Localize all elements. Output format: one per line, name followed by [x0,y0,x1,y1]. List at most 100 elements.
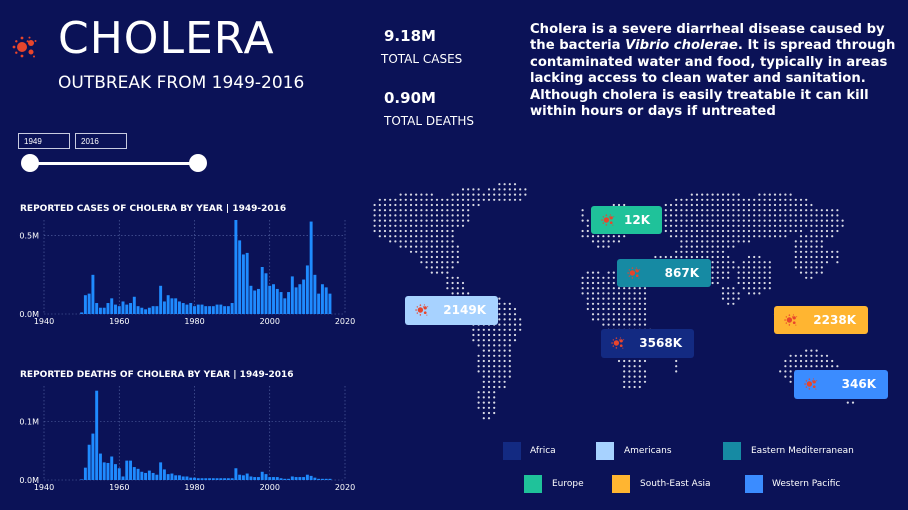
map-dot [430,219,433,222]
map-dot [612,292,615,295]
legend-label-africa: Africa [530,446,556,456]
bar [83,295,87,314]
map-dot [799,224,803,227]
map-dot [742,240,745,243]
legend-label-europe: Europe [552,479,584,489]
map-dot [732,261,735,264]
map-dot [711,219,714,222]
year-slider-track[interactable] [30,162,198,165]
map-dot [623,307,626,311]
bar [317,293,321,314]
map-dot [597,276,600,279]
map-dot [784,365,787,368]
map-dot [441,229,444,233]
map-dot [758,261,761,264]
map-dot [399,203,402,207]
map-dot [716,198,719,201]
map-dot [633,370,636,373]
map-dot [805,219,808,222]
map-dot [430,271,433,274]
map-dot [493,411,496,415]
bar [234,220,238,314]
map-dot [685,224,688,227]
start-year-input[interactable]: 1949 [18,133,70,149]
map-dot [810,365,813,368]
map-dot [810,261,813,264]
legend-label-south-east-asia: South-East Asia [640,479,711,489]
map-dot [482,406,485,409]
map-dot [701,245,704,248]
map-dot [389,198,392,201]
map-dot [602,307,605,311]
map-dot [451,261,454,264]
map-dot [810,266,813,269]
map-dot [805,255,808,259]
map-dot [493,385,496,389]
map-dot [399,235,402,238]
end-year-input[interactable]: 2016 [75,133,127,149]
bubble-eastern-mediterranean[interactable]: 867K [617,259,711,287]
map-dot [498,313,501,316]
map-dot [430,240,433,243]
map-dot [784,219,787,222]
map-dot [758,224,761,227]
map-dot [763,229,766,233]
map-dot [727,276,730,279]
bubble-americans[interactable]: 2149K [405,296,498,325]
bar [241,475,245,480]
map-dot [669,224,673,227]
map-dot [467,214,470,217]
map-dot [451,203,454,207]
map-dot [591,318,595,321]
map-dot [482,339,485,342]
map-dot [378,209,381,212]
x-tick-label: 1980 [184,317,204,326]
map-dot [612,271,615,274]
map-dot [831,229,834,233]
map-dot [664,203,667,207]
map-dot [425,250,428,253]
map-dot [695,203,699,207]
map-dot [690,240,693,243]
year-slider-start-handle[interactable] [21,154,39,172]
bubble-south-east-asia[interactable]: 2238K [774,306,868,334]
map-dot [779,198,782,201]
map-dot [727,219,730,222]
bubble-western-pacific[interactable]: 346K [794,370,888,399]
bar [223,306,227,314]
map-dot [503,318,506,321]
map-dot [607,292,610,295]
map-dot [628,375,631,378]
map-dot [623,318,626,321]
map-dot [461,224,465,227]
map-dot [508,323,511,326]
map-dot [597,307,600,311]
map-dot [742,271,745,274]
map-dot [794,209,797,212]
map-dot [446,235,449,238]
bar [279,292,283,314]
bubble-africa[interactable]: 3568K [601,329,694,358]
map-dot [487,188,491,191]
map-dot [591,287,595,290]
bubble-europe[interactable]: 12K [591,206,662,234]
map-dot [628,313,631,316]
map-dot [711,240,714,243]
map-dot [753,224,756,227]
bar [230,303,234,314]
map-dot [461,198,465,201]
bar [208,478,212,480]
bar [294,477,298,480]
map-dot [415,193,418,196]
map-dot [633,302,636,305]
year-slider-end-handle[interactable] [189,154,207,172]
map-dot [763,261,766,264]
map-dot [805,261,808,264]
bar [159,285,163,314]
map-dot [435,261,439,264]
map-dot [441,209,444,212]
map-dot [446,219,449,222]
map-dot [602,276,605,279]
map-dot [591,292,595,295]
bar [91,433,95,480]
